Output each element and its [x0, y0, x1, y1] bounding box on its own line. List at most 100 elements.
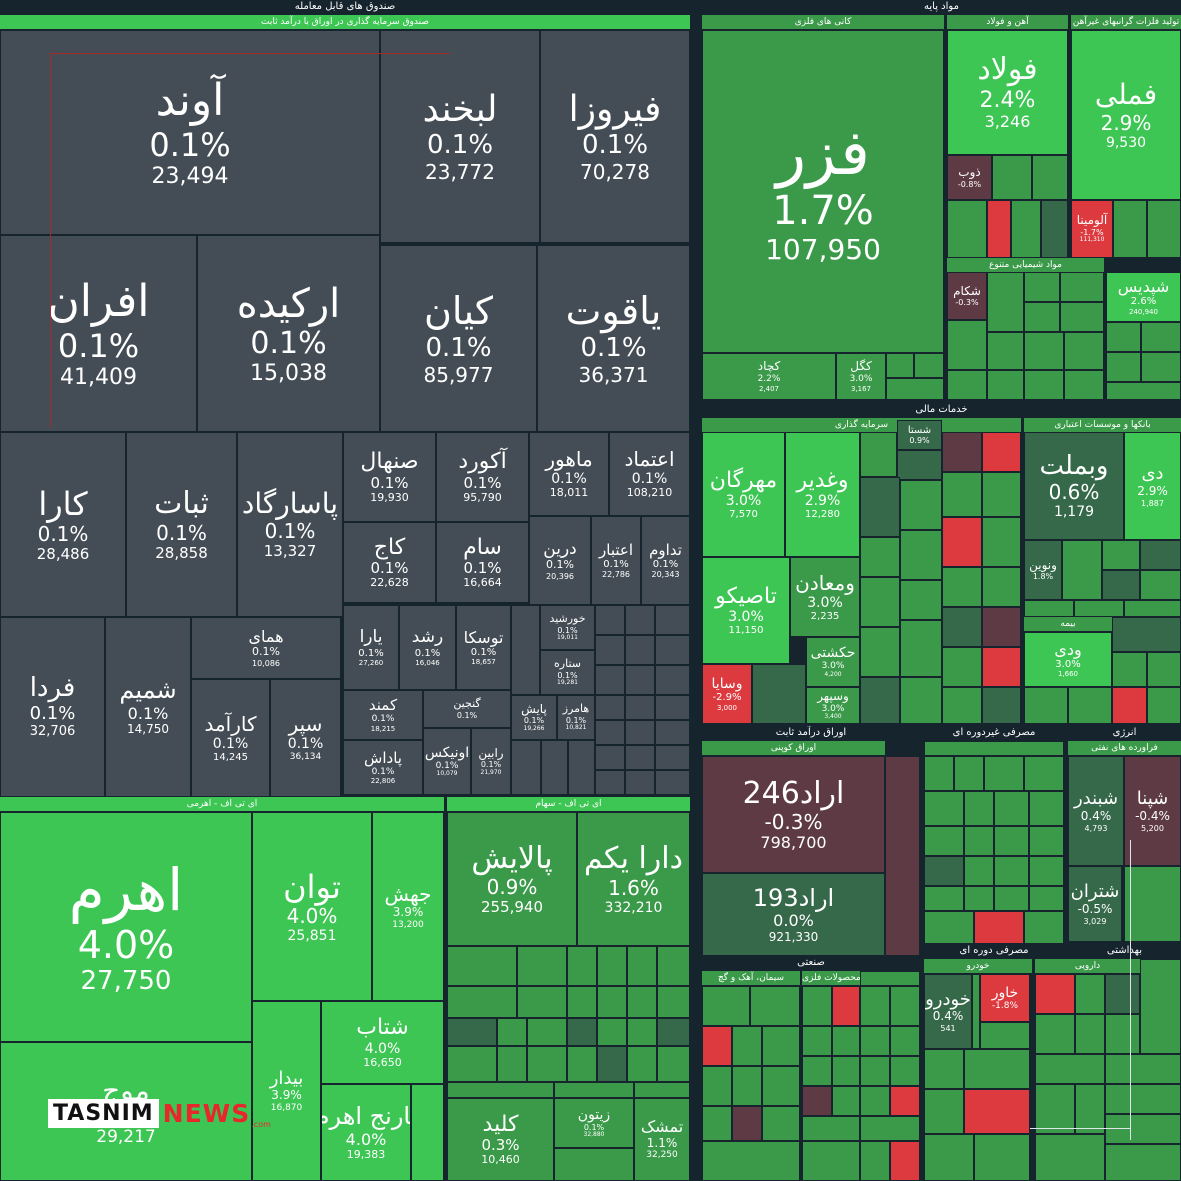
treemap-tile[interactable]: وسایا -2.9% 3,000	[702, 664, 752, 724]
minor-tile	[897, 450, 942, 480]
treemap-tile[interactable]: شتاب 4.0% 16,650	[321, 1001, 444, 1084]
treemap-tile[interactable]: آوند 0.1% 23,494	[0, 30, 380, 235]
tile-symbol: وبملت	[1039, 450, 1109, 481]
treemap-tile[interactable]: ذوب -0.8%	[947, 155, 992, 200]
treemap-tile[interactable]: ارکیده 0.1% 15,038	[197, 235, 380, 432]
minor-tile	[627, 1046, 657, 1082]
treemap-tile[interactable]: وبملت 0.6% 1,179	[1024, 432, 1124, 540]
treemap-tile[interactable]: گنجین 0.1%	[423, 690, 511, 728]
treemap-tile[interactable]: پالایش 0.9% 255,940	[447, 812, 577, 946]
treemap-tile[interactable]: مهرگان 3.0% 7,570	[702, 432, 785, 557]
treemap-tile[interactable]: توان 4.0% 25,851	[252, 812, 372, 1001]
tile-symbol: زیتون	[577, 1106, 611, 1123]
treemap-tile[interactable]: تداوم 0.1% 20,343	[641, 516, 690, 605]
treemap-tile[interactable]: کمند 0.1% 18,215	[343, 690, 423, 740]
treemap-tile[interactable]: ستاره 0.1% 19,281	[540, 650, 595, 695]
treemap-tile[interactable]: اعتماد 0.1% 108,210	[609, 432, 690, 516]
treemap-tile[interactable]: کگل 3.0% 3,167	[836, 353, 886, 400]
treemap-tile[interactable]: ومعادن 3.0% 2,235	[790, 557, 860, 637]
treemap-tile[interactable]: افران 0.1% 41,409	[0, 235, 197, 432]
treemap-tile[interactable]: هامرز 0.1% 10,821	[557, 695, 595, 740]
treemap-tile[interactable]: خاور -1.8%	[980, 974, 1030, 1022]
treemap-tile[interactable]: پاسارگاد 0.1% 13,327	[237, 432, 343, 617]
minor-tile	[1035, 1014, 1075, 1054]
minor-tile	[860, 971, 920, 986]
treemap-tile[interactable]: رشد 0.1% 16,046	[399, 605, 456, 690]
tile-value: 14,750	[127, 722, 169, 737]
treemap-tile[interactable]: آکورد 0.1% 95,790	[436, 432, 529, 522]
treemap-tile[interactable]: یارا 0.1% 27,260	[343, 605, 399, 690]
treemap-tile[interactable]: ثبات 0.1% 28,858	[126, 432, 237, 617]
treemap-tile[interactable]: شپنا -0.4% 5,200	[1124, 756, 1181, 866]
treemap-tile[interactable]: اعتبار 0.1% 22,786	[591, 516, 641, 605]
treemap-tile[interactable]: فولاد 2.4% 3,246	[947, 30, 1068, 155]
treemap-tile[interactable]: دارا یکم 1.6% 332,210	[577, 812, 690, 946]
treemap-tile[interactable]: کیان 0.1% 85,977	[380, 245, 537, 432]
treemap-tile[interactable]: خودرو 0.4% 541	[924, 974, 972, 1049]
treemap-tile[interactable]: کچاد 2.2% 2,407	[702, 353, 836, 400]
treemap-tile[interactable]: کلید 0.3% 10,460	[447, 1098, 554, 1181]
treemap-tile[interactable]: تمشک 1.1% 32,250	[634, 1098, 690, 1181]
treemap-tile[interactable]: اراد246 -0.3% 798,700	[702, 756, 885, 873]
treemap-tile[interactable]: شکام -0.3%	[947, 272, 987, 320]
treemap-tile[interactable]: حکشتی 3.0% 4,200	[806, 637, 860, 687]
treemap-tile[interactable]: اهرم 4.0% 27,750	[0, 812, 252, 1042]
tile-change: 0.0%	[773, 911, 814, 931]
treemap-tile[interactable]: توسکا 0.1% 18,657	[456, 605, 511, 690]
tile-value: 10,086	[252, 658, 280, 668]
treemap-tile[interactable]: سام 0.1% 16,664	[436, 522, 529, 603]
tile-value: 4,200	[824, 670, 842, 678]
treemap-tile[interactable]: لبخند 0.1% 23,772	[380, 30, 540, 243]
tile-change: -0.4%	[1135, 808, 1170, 823]
tile-change: 0.9%	[909, 436, 930, 446]
tile-symbol: پاداش	[364, 748, 402, 767]
treemap-tile[interactable]: وسپهر 3.0% 3,400	[806, 687, 860, 724]
treemap-tile[interactable]: یاقوت 0.1% 36,371	[537, 245, 690, 432]
treemap-tile[interactable]: همای 0.1% 10,086	[191, 617, 341, 679]
treemap-tile[interactable]: پاداش 0.1% 22,806	[343, 740, 423, 795]
tile-change: 0.1%	[603, 558, 629, 570]
tile-change: 0.1%	[580, 332, 647, 363]
treemap-tile[interactable]: شتران -0.5% 3,029	[1068, 866, 1122, 942]
minor-tile	[595, 695, 625, 720]
minor-tile	[497, 1018, 527, 1046]
treemap-tile[interactable]: کارآمد 0.1% 14,245	[191, 679, 270, 797]
treemap-tile[interactable]: شستا 0.9%	[897, 420, 942, 450]
treemap-tile[interactable]: شپدیس 2.6% 240,940	[1106, 272, 1181, 322]
minor-tile	[597, 986, 627, 1018]
treemap-tile[interactable]: جهش 3.9% 13,200	[372, 812, 444, 1001]
treemap-tile[interactable]: سپر 0.1% 36,134	[270, 679, 341, 797]
treemap-tile[interactable]: ودی 3.0% 1,660	[1024, 632, 1112, 687]
treemap-tile[interactable]: کاج 0.1% 22,628	[343, 522, 436, 603]
treemap-tile[interactable]: دی 2.9% 1,887	[1124, 432, 1181, 540]
treemap-tile[interactable]: فملی 2.9% 9,530	[1071, 30, 1181, 200]
treemap-tile[interactable]: فردا 0.1% 32,706	[0, 617, 105, 797]
treemap-tile[interactable]: ونوین 1.8%	[1024, 540, 1062, 600]
treemap-tile[interactable]: ماهور 0.1% 18,011	[529, 432, 609, 516]
treemap-tile[interactable]: شمیم 0.1% 14,750	[105, 617, 191, 797]
treemap-tile[interactable]: کارا 0.1% 28,486	[0, 432, 126, 617]
treemap-tile[interactable]: اراد193 0.0% 921,330	[702, 873, 885, 956]
treemap-tile[interactable]: پایش 0.1% 19,266	[511, 695, 557, 740]
treemap-tile[interactable]: تاصیکو 3.0% 11,150	[702, 557, 790, 664]
highlight-line	[1130, 840, 1131, 1140]
treemap-tile[interactable]: شبندر 0.4% 4,793	[1068, 756, 1124, 866]
treemap-tile[interactable]: فزر 1.7% 107,950	[702, 30, 944, 353]
treemap-tile[interactable]: بیدار 3.9% 16,870	[252, 1001, 321, 1181]
minor-tile	[964, 1089, 1030, 1134]
treemap-tile[interactable]: اونیکس 0.1% 10,079	[423, 728, 471, 795]
minor-tile	[1112, 687, 1147, 724]
treemap-tile[interactable]: وغدیر 2.9% 12,280	[785, 432, 860, 557]
treemap-tile[interactable]: درین 0.1% 20,396	[529, 516, 591, 605]
minor-tile	[1140, 540, 1181, 570]
treemap-tile[interactable]: خورشید 0.1% 19,011	[540, 605, 595, 650]
treemap-tile[interactable]: آلومینا -1.7% 111,310	[1071, 200, 1113, 258]
tile-value: 28,486	[36, 544, 90, 563]
tile-symbol: کارآمد	[204, 711, 257, 736]
treemap-tile[interactable]: زیتون 0.1% 32,880	[554, 1098, 634, 1148]
minor-tile	[924, 756, 954, 791]
treemap-tile[interactable]: فیروزا 0.1% 70,278	[540, 30, 690, 243]
treemap-tile[interactable]: رابین 0.1% 21,970	[471, 728, 511, 795]
treemap-tile[interactable]: صنهال 0.1% 19,930	[343, 432, 436, 522]
